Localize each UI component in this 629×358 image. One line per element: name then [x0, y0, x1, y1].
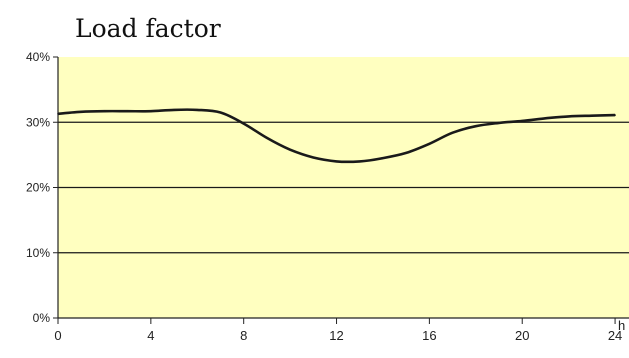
data-point-0-4	[150, 110, 152, 112]
data-point-0-22	[567, 115, 570, 118]
data-point-0-7	[219, 111, 222, 114]
data-point-0-13	[358, 160, 361, 163]
y-tick-labels: 0% 10% 20% 30% 40%	[26, 50, 50, 325]
x-tick-label-2: 8	[240, 328, 247, 343]
y-tick-label-4: 40%	[26, 50, 50, 64]
y-tick-label-2: 20%	[26, 181, 50, 195]
chart-title: Load factor	[75, 14, 221, 43]
x-axis-label: h	[618, 318, 625, 333]
grid-lines	[58, 121, 629, 254]
data-point-0-21	[544, 117, 547, 120]
y-tick-label-3: 30%	[26, 115, 50, 129]
data-point-0-19	[498, 122, 500, 124]
y-tick-label-0: 0%	[33, 311, 51, 325]
data-point-0-1	[80, 111, 83, 113]
data-point-0-14	[382, 157, 384, 159]
data-point-0-17	[451, 131, 454, 134]
x-tick-labels: 0 4 8 12 16 20 24	[54, 328, 622, 343]
data-point-0-16	[428, 142, 431, 145]
series-group	[57, 108, 616, 164]
x-tick-label-0: 0	[54, 328, 61, 343]
data-point-0-11	[312, 156, 315, 159]
data-point-0-5	[173, 109, 175, 111]
data-point-0-0	[57, 112, 59, 115]
data-point-0-9	[266, 137, 268, 139]
y-tick-label-1: 10%	[26, 246, 50, 260]
data-point-0-18	[475, 125, 477, 127]
data-point-0-24	[614, 114, 616, 116]
data-point-0-20	[521, 120, 524, 122]
data-point-0-10	[289, 148, 291, 151]
data-point-0-2	[103, 110, 106, 112]
x-tick-label-1: 4	[147, 328, 154, 343]
x-tick-label-4: 16	[422, 328, 436, 343]
data-point-0-6	[196, 109, 199, 111]
data-point-0-15	[405, 152, 407, 154]
x-tick-label-5: 20	[515, 328, 529, 343]
data-point-0-23	[591, 114, 593, 117]
data-point-0-8	[242, 122, 245, 125]
axes	[53, 56, 629, 324]
data-point-0-12	[335, 160, 338, 163]
x-tick-label-6: 24	[608, 328, 622, 343]
x-tick-label-3: 12	[329, 328, 343, 343]
data-point-0-3	[126, 110, 129, 112]
